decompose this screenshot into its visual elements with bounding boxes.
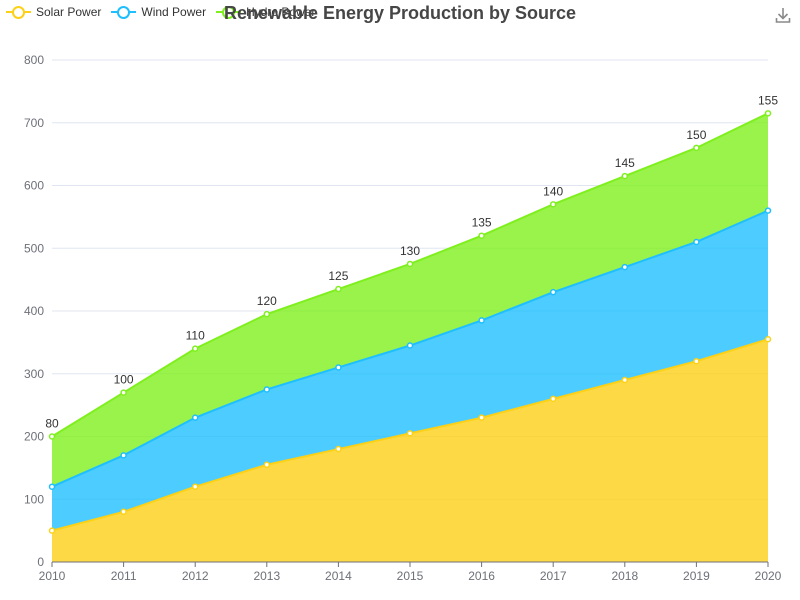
data-label: 100 xyxy=(114,373,134,387)
data-point[interactable] xyxy=(263,310,271,318)
data-point[interactable] xyxy=(478,414,485,421)
x-tick-label: 2017 xyxy=(540,569,567,583)
data-point[interactable] xyxy=(335,285,342,293)
data-point[interactable] xyxy=(191,483,199,490)
area-wind-power xyxy=(52,210,768,531)
data-point[interactable] xyxy=(48,483,56,490)
data-point[interactable] xyxy=(693,357,700,365)
data-point[interactable] xyxy=(621,263,629,271)
x-tick-label: 2018 xyxy=(611,569,638,583)
area-hydro-power xyxy=(52,113,768,487)
y-tick-label: 0 xyxy=(37,555,44,569)
data-point[interactable] xyxy=(120,452,127,459)
data-point[interactable] xyxy=(406,342,414,349)
y-tick-label: 200 xyxy=(24,430,44,444)
download-icon[interactable] xyxy=(774,6,792,24)
x-tick-label: 2010 xyxy=(39,569,66,583)
x-tick-label: 2012 xyxy=(182,569,209,583)
y-tick-label: 300 xyxy=(24,367,44,381)
data-point[interactable] xyxy=(549,395,557,403)
x-tick-label: 2011 xyxy=(111,569,137,583)
data-label: 80 xyxy=(45,417,59,431)
legend-label: Solar Power xyxy=(36,5,102,19)
data-point[interactable] xyxy=(120,508,127,516)
y-tick-label: 600 xyxy=(24,179,44,193)
legend-label: Wind Power xyxy=(141,5,207,19)
data-label: 155 xyxy=(758,93,778,107)
data-point[interactable] xyxy=(621,376,629,384)
data-label: 150 xyxy=(686,128,706,142)
y-tick-label: 800 xyxy=(24,53,44,67)
data-label: 110 xyxy=(186,329,205,343)
x-axis: 2010 2011 2012 2013 2014 2015 2016 2017 2018 2019… xyxy=(39,561,782,583)
legend-swatch-icon xyxy=(216,5,242,19)
data-point[interactable] xyxy=(549,288,557,296)
x-tick-label: 2014 xyxy=(325,569,352,583)
y-tick-label: 700 xyxy=(24,116,44,130)
data-label: 125 xyxy=(328,269,348,283)
area-solar-power xyxy=(52,339,768,562)
data-point[interactable] xyxy=(693,238,700,246)
legend-label: Hydro Power xyxy=(246,5,316,19)
data-point[interactable] xyxy=(120,389,127,396)
legend: Solar Power Wind Power Hydro Power xyxy=(6,3,325,21)
data-labels: 80 100 110 120 125 130 135 140 145 150 155 xyxy=(45,93,778,430)
area-series xyxy=(52,113,768,562)
data-point[interactable] xyxy=(478,232,485,239)
x-tick-label: 2019 xyxy=(683,569,710,583)
data-point[interactable] xyxy=(263,386,271,393)
y-tick-label: 100 xyxy=(24,492,44,506)
data-point[interactable] xyxy=(764,335,772,343)
data-point[interactable] xyxy=(48,433,56,440)
y-tick-label: 400 xyxy=(24,304,44,318)
x-tick-label: 2020 xyxy=(755,569,782,583)
data-point[interactable] xyxy=(621,172,629,180)
legend-item-solar-power[interactable]: Solar Power xyxy=(6,5,101,19)
data-label: 130 xyxy=(400,244,420,258)
y-axis: 0 100 200 300 400 500 600 700 800 xyxy=(24,53,44,569)
data-point[interactable] xyxy=(48,527,56,534)
legend-item-hydro-power[interactable]: Hydro Power xyxy=(216,5,315,19)
data-point[interactable] xyxy=(764,110,772,117)
legend-item-wind-power[interactable]: Wind Power xyxy=(111,5,206,19)
data-points xyxy=(48,110,772,534)
data-point[interactable] xyxy=(191,414,199,421)
x-tick-label: 2013 xyxy=(253,569,280,583)
x-tick-label: 2016 xyxy=(468,569,495,583)
data-point[interactable] xyxy=(191,345,199,352)
data-label: 140 xyxy=(543,184,563,198)
y-tick-label: 500 xyxy=(24,241,44,255)
data-point[interactable] xyxy=(549,201,557,208)
x-tick-label: 2015 xyxy=(397,569,424,583)
data-point[interactable] xyxy=(764,207,772,214)
data-point[interactable] xyxy=(406,260,414,268)
data-label: 145 xyxy=(615,156,635,170)
data-point[interactable] xyxy=(335,364,342,371)
legend-swatch-icon xyxy=(111,5,137,19)
data-point[interactable] xyxy=(263,461,271,468)
data-point[interactable] xyxy=(406,430,414,437)
data-point[interactable] xyxy=(335,445,342,453)
legend-swatch-icon xyxy=(6,5,31,19)
data-label: 135 xyxy=(472,216,492,230)
data-point[interactable] xyxy=(478,317,485,324)
data-label: 120 xyxy=(257,294,277,308)
data-point[interactable] xyxy=(693,144,700,152)
